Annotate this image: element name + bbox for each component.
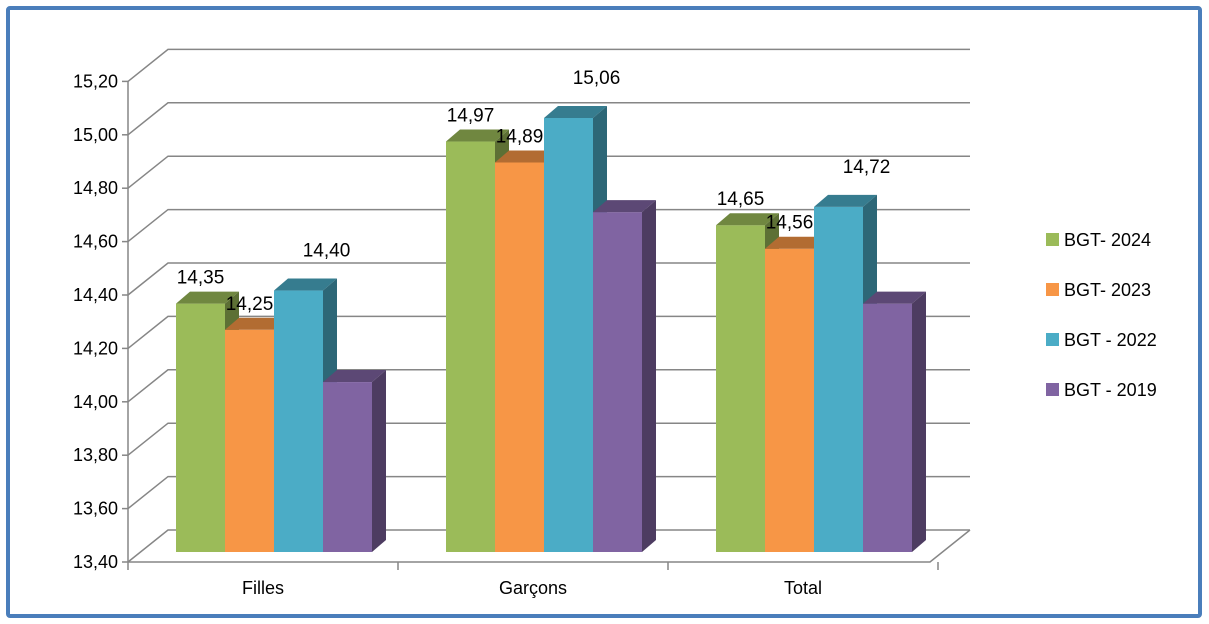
bar [323,370,386,552]
y-tick-label: 14,20 [73,338,118,358]
data-label: 14,35 [177,268,225,289]
y-tick-label: 14,80 [73,178,118,198]
bar-front [323,382,372,552]
data-label: 15,06 [573,68,621,89]
bar-top [176,291,239,304]
bar-front [814,206,863,553]
gridline [127,102,970,136]
y-tick-label: 13,60 [73,499,118,519]
legend-swatch [1046,283,1059,296]
gridline [127,422,970,456]
bar-front [863,303,912,552]
legend-label: BGT- 2024 [1064,230,1151,250]
bar [593,200,656,552]
y-tick-label: 15,00 [73,125,118,145]
bar-front [495,162,544,552]
data-label: 14,40 [303,241,351,262]
bar-front [446,141,495,552]
bar-top [814,194,877,207]
legend: BGT- 2024 BGT- 2023 BGT - 2022 BGT - 2019 [1046,230,1157,400]
bars [176,106,926,553]
data-label: 14,89 [496,126,544,147]
data-label: 14,56 [766,213,814,234]
data-label: 14,97 [447,106,495,127]
chart-frame: 13,40 13,60 13,80 14,00 14,20 14,40 14,60 14,80… [6,6,1202,618]
bar-top [863,291,926,304]
legend-label: BGT - 2022 [1064,330,1157,350]
gridline [127,529,970,563]
bar-side [642,200,656,552]
gridline [127,48,970,82]
bar-side [372,370,386,552]
bar-top [716,213,779,226]
bar-front [593,212,642,552]
chart-walls [127,81,971,563]
legend-swatch [1046,333,1059,346]
bar-front [716,225,765,552]
x-axis-categories: Filles Garçons Total [127,562,939,598]
gridline [127,475,970,510]
y-tick-label: 14,60 [73,232,118,252]
bar-front [544,118,593,552]
x-category-label: Filles [242,578,284,598]
gridline [127,315,970,349]
y-tick-label: 15,20 [73,71,118,91]
gridline [127,208,970,243]
y-tick-label: 14,40 [73,285,118,305]
bar-top [323,370,386,383]
bar-top [495,150,558,163]
bar [863,291,926,552]
bar-top [446,129,509,142]
x-category-label: Total [784,578,822,598]
bar-front [176,303,225,552]
bar-top [225,317,288,330]
data-label: 14,65 [717,189,765,210]
bar-front [225,329,274,552]
bar-top [765,236,828,249]
x-category-label: Garçons [499,578,567,598]
y-tick-label: 14,00 [73,392,118,412]
y-tick-label: 13,40 [73,552,118,572]
bar-front [274,290,323,552]
bar-side [912,291,926,552]
data-label: 14,72 [843,157,891,178]
gridline [127,155,970,189]
bar-top [593,200,656,213]
gridline [127,262,970,296]
floor-edge [128,529,971,563]
bar-chart: 13,40 13,60 13,80 14,00 14,20 14,40 14,60 14,80… [73,48,1157,598]
legend-label: BGT - 2019 [1064,380,1157,400]
y-axis-ticks: 13,40 13,60 13,80 14,00 14,20 14,40 14,60 14,80… [73,71,128,572]
bar-front [765,248,814,553]
legend-swatch [1046,383,1059,396]
data-label: 14,25 [226,294,274,315]
data-labels: 14,35 14,97 14,65 14,25 14,89 14,56 14,40 15,06… [177,68,891,315]
gridlines [127,48,970,563]
legend-label: BGT- 2023 [1064,280,1151,300]
bar-top [544,106,607,119]
y-tick-label: 13,80 [73,445,118,465]
legend-swatch [1046,233,1059,246]
bar-top [274,278,337,291]
gridline [127,369,970,403]
